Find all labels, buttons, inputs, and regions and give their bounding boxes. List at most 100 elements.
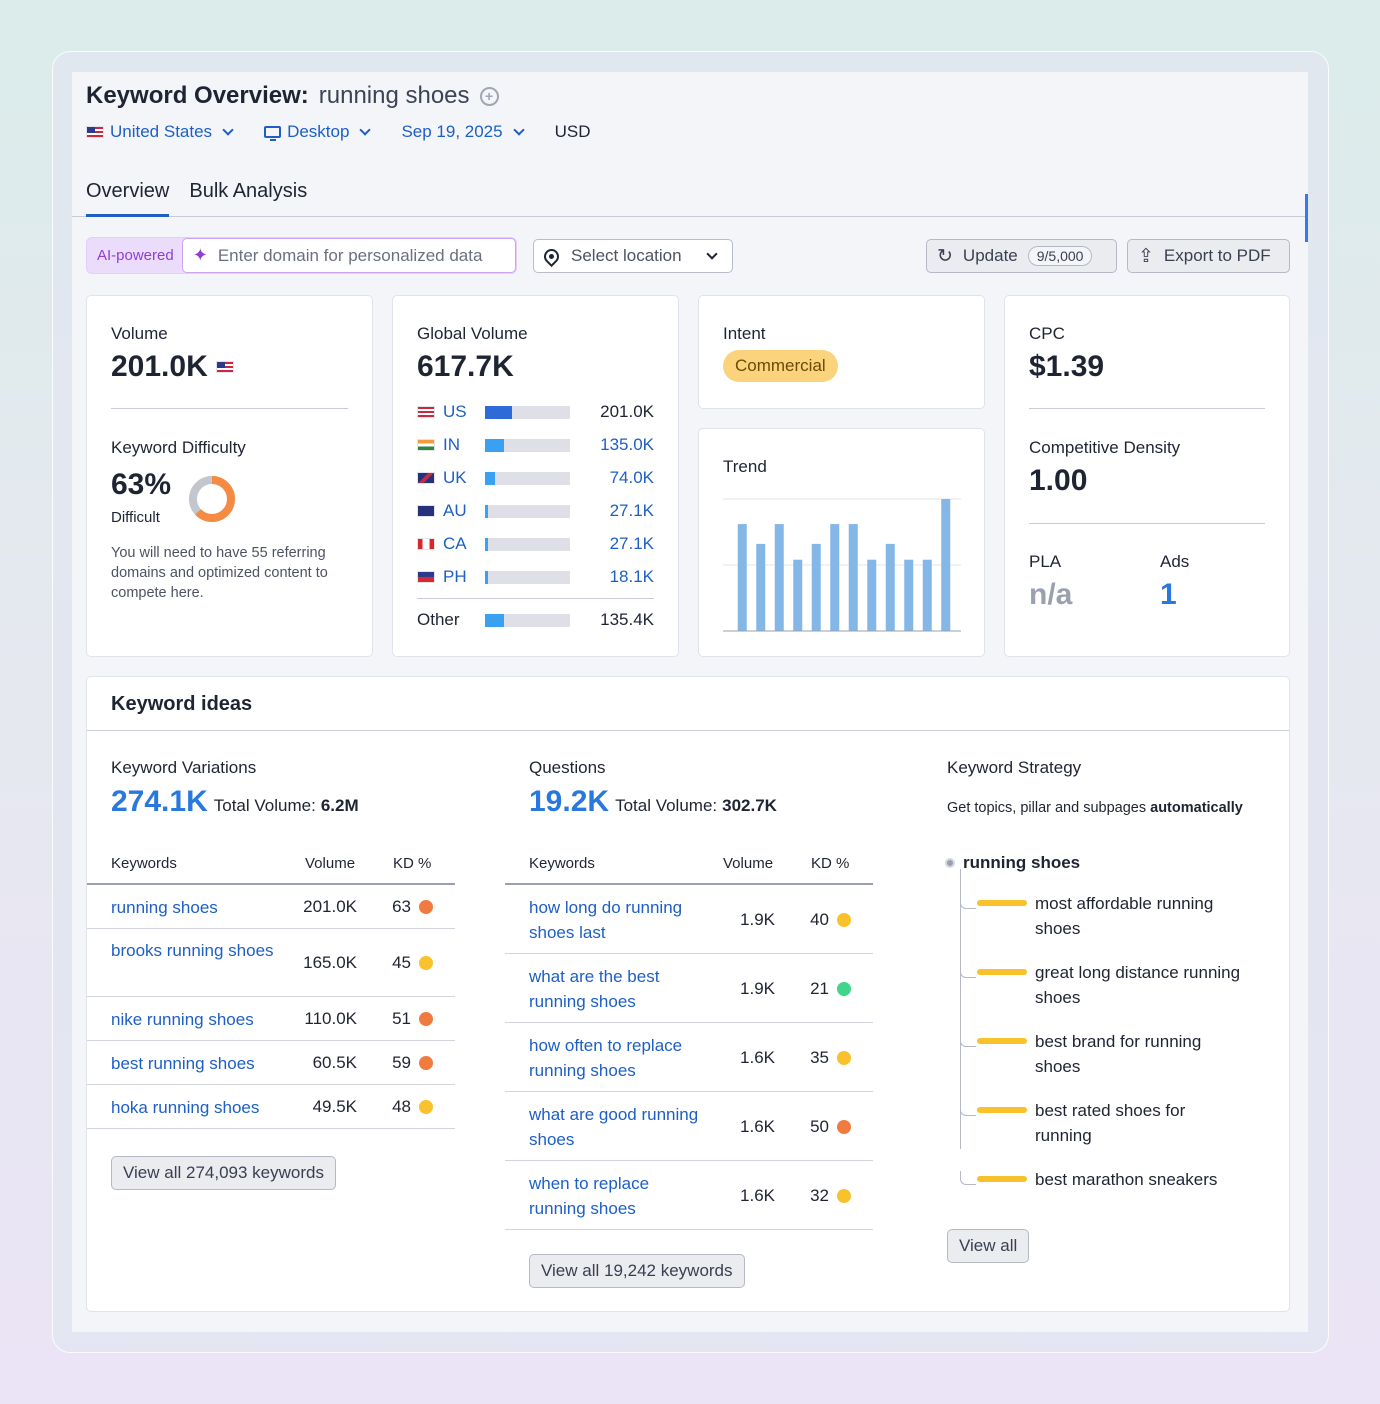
country-dropdown[interactable]: United States (86, 122, 234, 142)
divider (1029, 523, 1265, 524)
keyword-link[interactable]: nike running shoes (111, 1009, 254, 1029)
update-count-badge: 9/5,000 (1027, 246, 1093, 266)
table-header-volume[interactable]: Volume (305, 855, 356, 872)
keyword-volume: 1.9K (740, 909, 775, 929)
currency-label: USD (554, 122, 591, 141)
keyword-difficulty-label: Keyword Difficulty (111, 438, 246, 457)
country-volume-bar-fill (485, 570, 488, 584)
chevron-down-icon (359, 124, 372, 136)
country-volume-value: 201.0K (600, 402, 654, 421)
global-volume-row-us[interactable]: US 201.0K (417, 400, 654, 424)
tree-root-label[interactable]: running shoes (963, 853, 1081, 872)
keyword-link[interactable]: how often to replace running shoes (529, 1035, 683, 1080)
country-code: UK (443, 468, 467, 487)
country-volume-bar-fill (485, 405, 513, 419)
trend-card: Trend (698, 428, 985, 657)
tab-overview[interactable]: Overview (86, 176, 170, 217)
keyword-difficulty: 40 (810, 910, 851, 930)
keyword-difficulty-value: 63% (111, 468, 172, 501)
tree-item-bar (977, 1038, 1027, 1044)
keyword-link[interactable]: how long do running shoes last (529, 897, 683, 942)
keyword-link[interactable]: hoka running shoes (111, 1097, 260, 1117)
divider (417, 598, 654, 599)
table-header-divider (87, 883, 455, 885)
table-header-volume[interactable]: Volume (723, 855, 774, 872)
pla-value: n/a (1029, 578, 1073, 611)
trend-bar (756, 543, 766, 631)
upload-icon: ⇪ (1138, 245, 1154, 267)
global-volume-row-ca[interactable]: CA 27.1K (417, 532, 654, 556)
table-header-keywords[interactable]: Keywords (529, 855, 595, 872)
country-code: AU (443, 501, 467, 520)
domain-input[interactable]: ✦ Enter domain for personalized data (181, 238, 516, 273)
table-header-kd[interactable]: KD % (393, 855, 432, 872)
global-volume-row-in[interactable]: IN 135.0K (417, 433, 654, 457)
tab-bulk-analysis[interactable]: Bulk Analysis (189, 180, 308, 202)
country-volume-bar (485, 504, 570, 518)
tree-item[interactable]: best marathon sneakers (977, 1167, 1245, 1192)
ads-value[interactable]: 1 (1160, 578, 1177, 611)
chevron-down-icon (706, 248, 718, 260)
tree-item[interactable]: best brand for running shoes (977, 1029, 1245, 1079)
location-placeholder: Select location (571, 246, 682, 265)
scrollbar-thumb[interactable] (1305, 194, 1308, 242)
view-all-variations-button[interactable]: View all 274,093 keywords (111, 1156, 336, 1190)
global-volume-row-au[interactable]: AU 27.1K (417, 499, 654, 523)
keyword-link[interactable]: running shoes (111, 897, 218, 917)
kd-dot-icon (419, 1012, 433, 1026)
keyword-difficulty: 21 (810, 979, 851, 999)
plus-circle-icon[interactable]: + (479, 86, 499, 106)
view-all-questions-button[interactable]: View all 19,242 keywords (529, 1254, 745, 1288)
kd-dot-icon (419, 1100, 433, 1114)
keyword-difficulty: 59 (392, 1053, 433, 1073)
global-volume-row-ph[interactable]: PH 18.1K (417, 565, 654, 589)
cpc-value: $1.39 (1029, 350, 1105, 383)
keyword-link[interactable]: best running shoes (111, 1053, 255, 1073)
device-label: Desktop (287, 122, 350, 141)
strategy-label: Keyword Strategy (947, 758, 1082, 777)
questions-count[interactable]: 19.2K (529, 785, 610, 818)
trend-bar (885, 543, 895, 631)
tree-connector (960, 1102, 976, 1116)
page-title: Keyword Overview: running shoes + (86, 82, 499, 110)
uk-flag-icon (417, 472, 435, 484)
view-all-strategy-button[interactable]: View all (947, 1229, 1030, 1263)
keyword-link[interactable]: what are the best running shoes (529, 966, 660, 1011)
location-select[interactable]: Select location (533, 239, 733, 273)
export-pdf-button[interactable]: ⇪ Export to PDF (1127, 239, 1290, 273)
keyword-link[interactable]: what are good running shoes (529, 1104, 699, 1149)
ai-powered-label: AI-powered (97, 247, 174, 264)
country-code: IN (443, 435, 460, 454)
keyword-link[interactable]: brooks running shoes (111, 941, 274, 960)
global-volume-label: Global Volume (417, 324, 528, 343)
table-header-keywords[interactable]: Keywords (111, 855, 177, 872)
divider (1029, 408, 1265, 409)
variations-count[interactable]: 274.1K (111, 785, 208, 818)
keyword-volume: 60.5K (312, 1053, 357, 1072)
tree-root-dot-icon (945, 858, 955, 868)
tree-item-label: best brand for running shoes (1035, 1032, 1202, 1076)
tree-item[interactable]: best rated shoes for running (977, 1098, 1245, 1148)
kd-dot-icon (837, 1188, 851, 1203)
tree-item[interactable]: most affordable running shoes (977, 891, 1245, 941)
chevron-down-icon (222, 124, 234, 136)
difficulty-level: Difficult (111, 509, 160, 526)
global-volume-row-uk[interactable]: UK 74.0K (417, 466, 654, 490)
kd-value: 48 (392, 1097, 411, 1116)
table-row: when to replace running shoes 1.6K 32 (505, 1161, 873, 1230)
au-flag-icon (417, 505, 435, 517)
table-header-kd[interactable]: KD % (811, 855, 850, 872)
date-dropdown[interactable]: Sep 19, 2025 (401, 122, 525, 142)
device-dropdown[interactable]: Desktop (264, 122, 372, 142)
country-volume-bar-fill (485, 438, 504, 452)
trend-bar (941, 499, 951, 631)
global-volume-value: 617.7K (417, 350, 514, 383)
country-volume-bar-fill (485, 471, 496, 485)
questions-total-label: Total Volume: (615, 796, 718, 815)
update-button[interactable]: ↻ Update 9/5,000 (926, 239, 1117, 273)
keyword-volume: 201.0K (303, 897, 357, 916)
kd-dot-icon (837, 981, 851, 996)
keyword-link[interactable]: when to replace running shoes (529, 1173, 650, 1218)
table-row: what are the best running shoes 1.9K 21 (505, 954, 873, 1023)
tree-item[interactable]: great long distance running shoes (977, 960, 1245, 1010)
